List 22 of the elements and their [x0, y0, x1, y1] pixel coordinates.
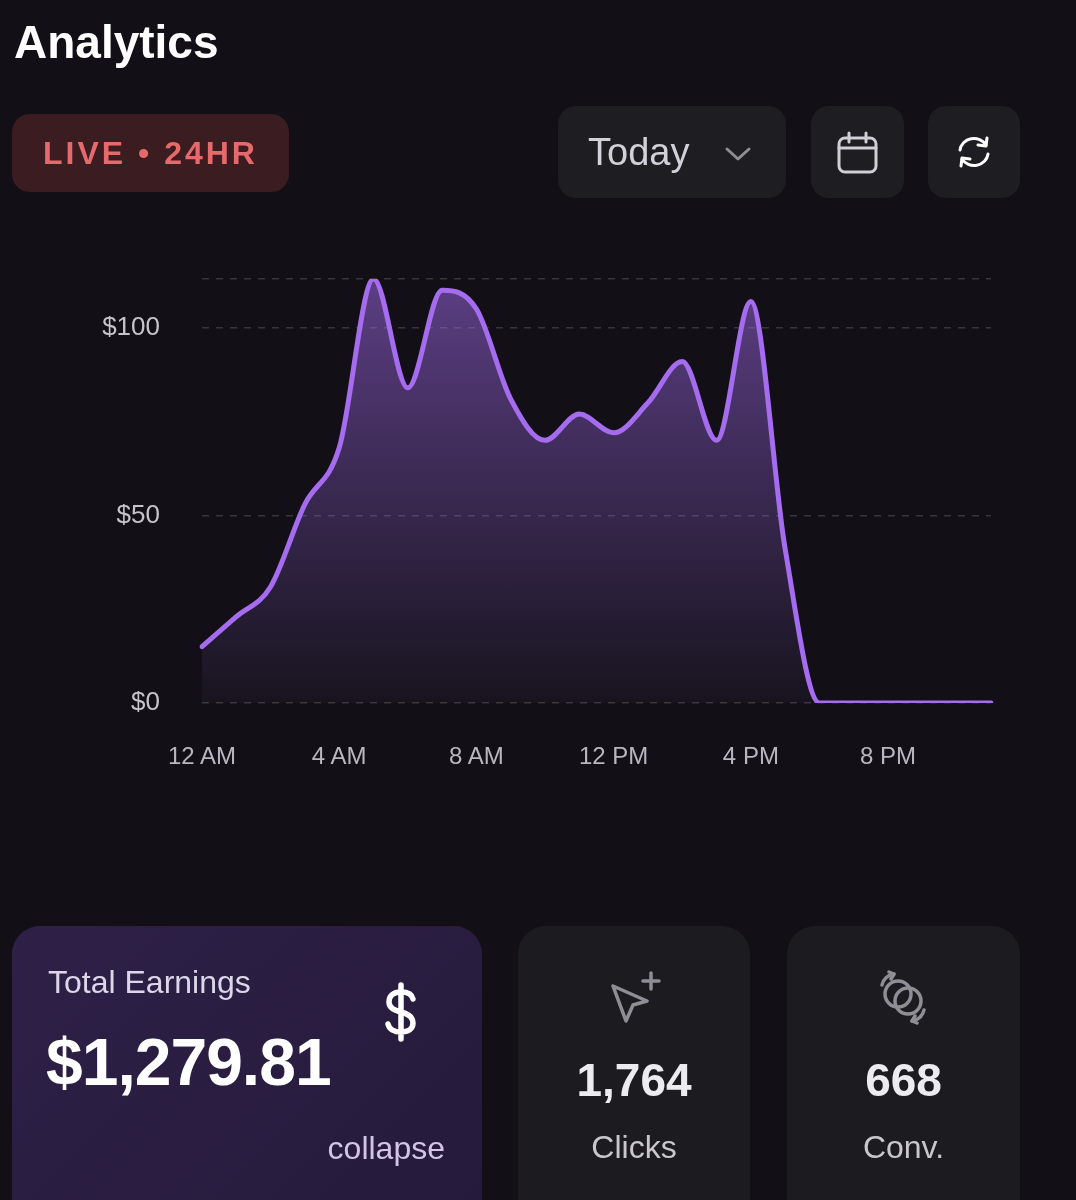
text: collapse — [327, 1129, 445, 1168]
text: Conv. — [861, 1128, 946, 1167]
y-tick-label: $100 — [102, 310, 160, 341]
dropdown-button[interactable] — [558, 106, 786, 198]
text: $1,279.81 — [46, 1024, 331, 1100]
x-tick-label: 12 AM — [167, 742, 237, 770]
x-tick-label: 4 AM — [311, 742, 367, 770]
x-tick-label: 8 PM — [860, 742, 917, 770]
chart-subtitle: LIVE • 24HR — [43, 134, 258, 172]
text: Total Earnings — [48, 963, 251, 1002]
text: Today — [588, 130, 690, 175]
calendar-button[interactable] — [811, 106, 904, 198]
text: 1,764 — [575, 1053, 693, 1108]
text: Clicks — [590, 1128, 678, 1167]
x-tick-label: 4 PM — [722, 742, 779, 770]
y-tick-label: $50 — [116, 498, 160, 529]
refresh-button[interactable] — [928, 106, 1020, 198]
x-tick-label: 8 AM — [449, 742, 504, 770]
x-tick-label: 12 PM — [578, 742, 649, 770]
y-tick-label: $0 — [131, 686, 160, 717]
text: 668 — [864, 1053, 943, 1108]
chart-title: Analytics — [14, 15, 219, 70]
